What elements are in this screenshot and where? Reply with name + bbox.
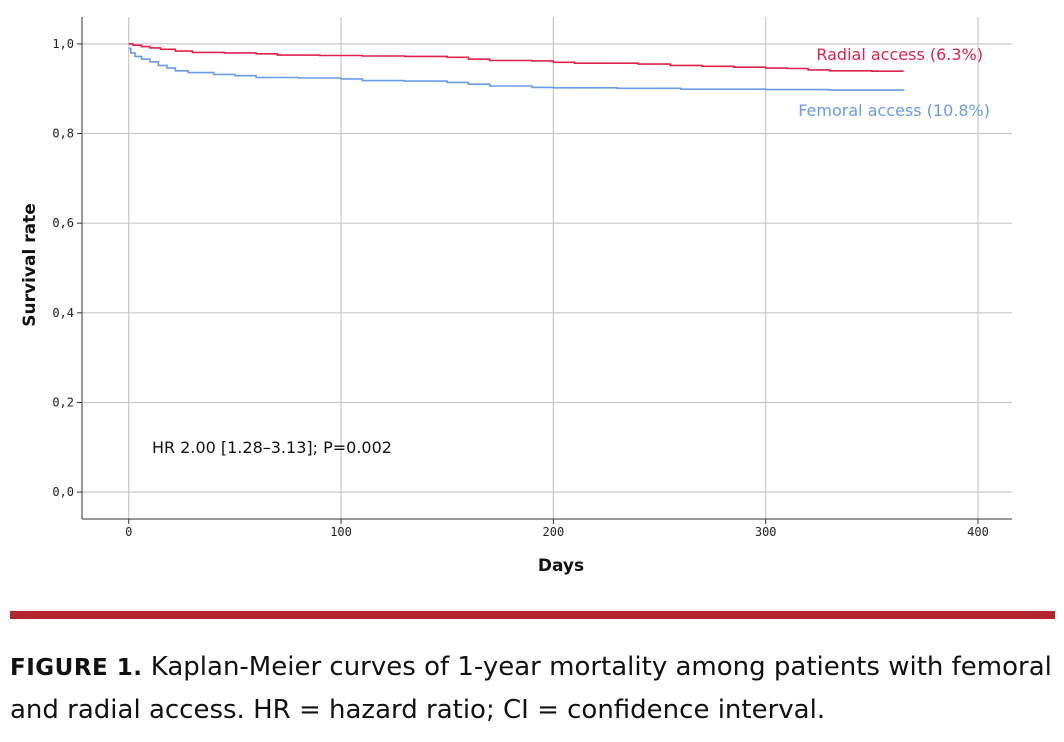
y-tick-label-1: 0,2 bbox=[52, 395, 74, 409]
y-tick-label-2: 0,4 bbox=[52, 306, 74, 320]
grid-lines bbox=[82, 17, 1012, 519]
series-line-femoral bbox=[128, 47, 905, 91]
x-axis-title: Days bbox=[538, 556, 584, 576]
series-line-radial bbox=[128, 43, 904, 72]
y-axis-title: Survival rate bbox=[20, 203, 40, 326]
figure-caption: Figure 1. Kaplan-Meier curves of 1-year … bbox=[10, 646, 1060, 731]
kaplan-meier-chart: 0,0 0,2 0,4 0,6 0,8 1,0 0 100 200 300 400 Days Surv… bbox=[20, 17, 1012, 576]
caption-text: Kaplan-Meier curves of 1-year mortality … bbox=[10, 652, 1052, 725]
x-tick-label-0: 0 bbox=[125, 525, 132, 539]
axes: 0,0 0,2 0,4 0,6 0,8 1,0 0 100 200 300 400 bbox=[52, 17, 1012, 539]
hazard-ratio-annotation: HR 2.00 [1.28–3.13]; P=0.002 bbox=[152, 438, 392, 457]
caption-label: Figure 1. bbox=[10, 655, 143, 681]
series-label-radial: Radial access (6.3%) bbox=[816, 45, 983, 64]
y-tick-label-3: 0,6 bbox=[52, 216, 74, 230]
y-tick-label-5: 1,0 bbox=[52, 37, 74, 51]
caption-divider-rule bbox=[10, 611, 1055, 619]
x-tick-label-4: 400 bbox=[967, 525, 989, 539]
x-tick-label-2: 200 bbox=[543, 525, 565, 539]
series-label-femoral: Femoral access (10.8%) bbox=[798, 101, 990, 120]
survival-curves bbox=[128, 43, 905, 91]
x-tick-label-1: 100 bbox=[330, 525, 352, 539]
y-tick-label-0: 0,0 bbox=[52, 485, 74, 499]
y-tick-label-4: 0,8 bbox=[52, 127, 74, 141]
x-tick-label-3: 300 bbox=[755, 525, 777, 539]
chart-labels: Days Survival rate Radial access (6.3%) Fem… bbox=[20, 45, 990, 576]
